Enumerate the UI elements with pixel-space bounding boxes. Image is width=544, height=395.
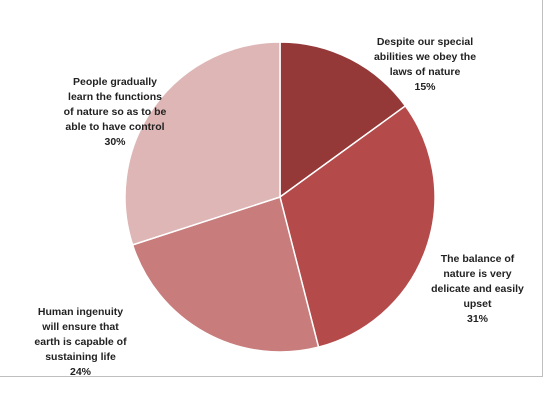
slice-label-text: People gradually learn the functions of … bbox=[63, 76, 167, 133]
slice-percent: 24% bbox=[69, 366, 91, 378]
slice-label-people-learn: People gradually learn the functions of … bbox=[50, 60, 180, 165]
slice-label-text: Human ingenuity will ensure that earth i… bbox=[34, 306, 127, 363]
slice-label-human-ingenuity: Human ingenuity will ensure that earth i… bbox=[18, 290, 143, 395]
chart-area: Despite our special abilities we obey th… bbox=[0, 0, 543, 378]
slice-label-balance-of-nature: The balance of nature is very delicate a… bbox=[420, 237, 535, 342]
pie-slice-3 bbox=[131, 196, 320, 353]
pie-slice-1 bbox=[279, 41, 407, 199]
pie-slice-2 bbox=[279, 104, 436, 349]
pie-chart bbox=[124, 41, 436, 353]
slice-percent: 31% bbox=[466, 313, 488, 325]
slice-label-laws-of-nature: Despite our special abilities we obey th… bbox=[345, 20, 505, 110]
slice-label-text: The balance of nature is very delicate a… bbox=[431, 253, 524, 310]
slice-percent: 30% bbox=[104, 136, 126, 148]
pie-slice-4 bbox=[124, 41, 281, 246]
slice-percent: 15% bbox=[414, 81, 436, 93]
slice-label-text: Despite our special abilities we obey th… bbox=[373, 36, 477, 78]
